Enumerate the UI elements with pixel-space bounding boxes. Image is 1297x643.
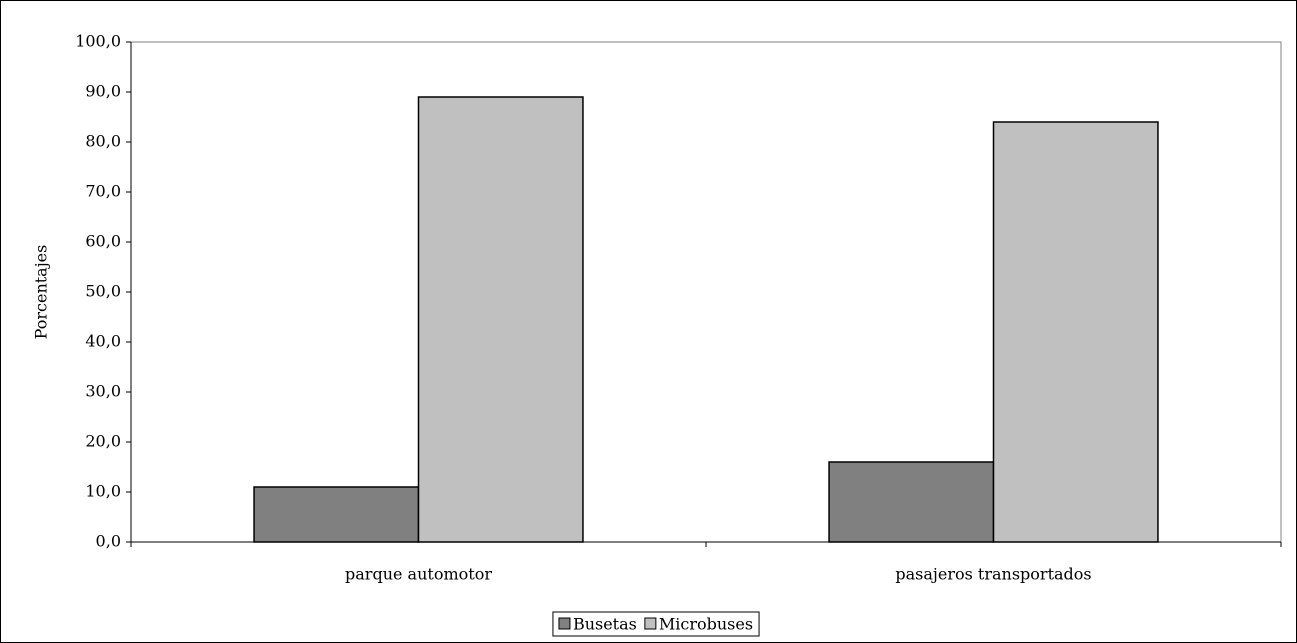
- y-tick-label: 10,0: [85, 482, 121, 501]
- legend-swatch: [558, 617, 571, 630]
- y-tick-label: 50,0: [85, 282, 121, 301]
- y-tick-label: 30,0: [85, 382, 121, 401]
- bar: [992, 121, 1159, 543]
- y-tick-label: 100,0: [75, 32, 121, 51]
- y-tick-label: 80,0: [85, 132, 121, 151]
- y-tick-label: 40,0: [85, 332, 121, 351]
- legend-label: Busetas: [573, 615, 637, 634]
- legend-label: Microbuses: [659, 615, 753, 634]
- y-tick-label: 90,0: [85, 82, 121, 101]
- y-tick-label: 20,0: [85, 432, 121, 451]
- y-axis-title: Porcentajes: [32, 245, 51, 340]
- legend-swatch: [644, 617, 657, 630]
- bar: [828, 461, 995, 543]
- x-tick-label: parque automotor: [345, 565, 492, 584]
- bar: [417, 96, 584, 543]
- bar: [253, 486, 420, 543]
- x-tick-label: pasajeros transportados: [895, 565, 1091, 584]
- y-tick-label: 70,0: [85, 182, 121, 201]
- y-tick-label: 0,0: [96, 532, 121, 551]
- y-tick-label: 60,0: [85, 232, 121, 251]
